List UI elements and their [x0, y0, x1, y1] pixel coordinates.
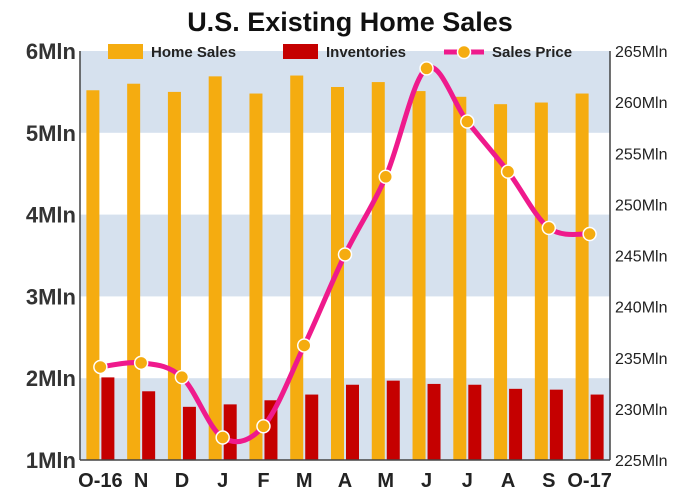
legend: Home Sales Inventories Sales Price: [108, 44, 572, 61]
background-band: [80, 378, 610, 460]
sales-price-point: [174, 369, 190, 385]
home-sales-bar: [534, 102, 548, 460]
y-right-tick-label: 235Mln: [615, 351, 667, 368]
home-sales-bar: [167, 91, 181, 461]
sales-price-point: [337, 247, 353, 262]
inventories-bar: [182, 406, 196, 460]
x-tick-label: J: [217, 470, 228, 492]
home-sales-bar: [371, 82, 385, 461]
inventories-bar: [101, 377, 115, 460]
x-tick-label: J: [421, 470, 432, 492]
legend-marker-sales-price: [456, 44, 472, 60]
x-tick-label: N: [134, 470, 148, 492]
sales-price-point: [419, 61, 434, 76]
sales-price-point: [460, 114, 475, 129]
price-points: [93, 61, 597, 445]
y-left-tick-label: 6Mln: [26, 39, 76, 64]
x-tick-label: A: [338, 470, 352, 492]
inventories-bar: [346, 384, 359, 460]
x-tick-label: D: [175, 470, 189, 492]
sales-price-point: [500, 164, 516, 179]
y-right-tick-label: 245Mln: [615, 249, 667, 266]
y-left-tick-label: 5Mln: [26, 121, 76, 146]
y-right-tick-label: 225Mln: [615, 453, 667, 470]
x-tick-label: O-16: [78, 470, 122, 492]
home-sales-bar: [453, 96, 467, 461]
sales-price-point: [133, 355, 149, 371]
sales-price-point: [378, 169, 394, 185]
home-sales-bar: [494, 104, 508, 461]
y-left-tick-label: 3Mln: [26, 284, 76, 309]
home-sales-bar: [208, 76, 222, 460]
axes: [79, 51, 611, 461]
sales-price-point: [93, 359, 108, 375]
sales-price-point: [582, 226, 597, 242]
x-tick-label: M: [296, 470, 313, 492]
home-sales-bar: [575, 93, 589, 460]
sales-price-point: [296, 338, 312, 353]
home-sales-bar: [290, 75, 304, 460]
x-tick-label: A: [501, 470, 515, 492]
x-tick-label: M: [377, 470, 394, 492]
sales-price-point: [256, 419, 271, 434]
inventories-bar: [305, 394, 319, 460]
tick-labels: 1Mln 2Mln 3Mln 4Mln 5Mln 6Mln 225Mln 230Mln 235M…: [26, 39, 668, 492]
y-right-tick-label: 260Mln: [615, 95, 667, 112]
home-sales-bar: [127, 83, 141, 460]
inventories-bar: [427, 383, 441, 460]
inventories-bar: [590, 394, 604, 460]
x-tick-label: J: [462, 470, 473, 492]
legend-label-inventories: Inventories: [326, 44, 406, 61]
inventories-bar: [509, 388, 523, 460]
home-sales-bar: [412, 91, 426, 460]
sales-price-point: [541, 220, 557, 236]
x-tick-label: F: [257, 470, 269, 492]
inventories-bar: [264, 400, 278, 460]
legend-label-home-sales: Home Sales: [151, 44, 236, 61]
background-band: [80, 51, 610, 133]
y-left-tick-label: 2Mln: [26, 366, 76, 391]
y-right-tick-label: 250Mln: [615, 197, 667, 214]
inventories-bar: [223, 404, 237, 460]
y-right-tick-label: 240Mln: [615, 300, 667, 317]
y-right-tick-label: 230Mln: [615, 402, 667, 419]
home-sales-bar: [249, 93, 263, 460]
inventories-bar: [549, 389, 563, 460]
chart-title: U.S. Existing Home Sales: [187, 7, 513, 37]
home-sales-bar: [86, 90, 100, 460]
inventories-bar: [142, 391, 156, 460]
sales-price-point: [215, 430, 230, 445]
legend-label-sales-price: Sales Price: [492, 44, 572, 61]
y-left-tick-label: 1Mln: [26, 448, 76, 473]
x-tick-label: O-17: [567, 470, 611, 492]
inventories-bar: [386, 380, 400, 460]
inventories-bar: [468, 384, 482, 460]
y-right-tick-label: 265Mln: [615, 44, 667, 61]
y-left-tick-label: 4Mln: [26, 203, 76, 228]
legend-swatch-inventories: [283, 44, 318, 59]
y-right-tick-label: 255Mln: [615, 146, 667, 163]
legend-swatch-home-sales: [108, 44, 143, 59]
x-tick-label: S: [542, 470, 555, 492]
